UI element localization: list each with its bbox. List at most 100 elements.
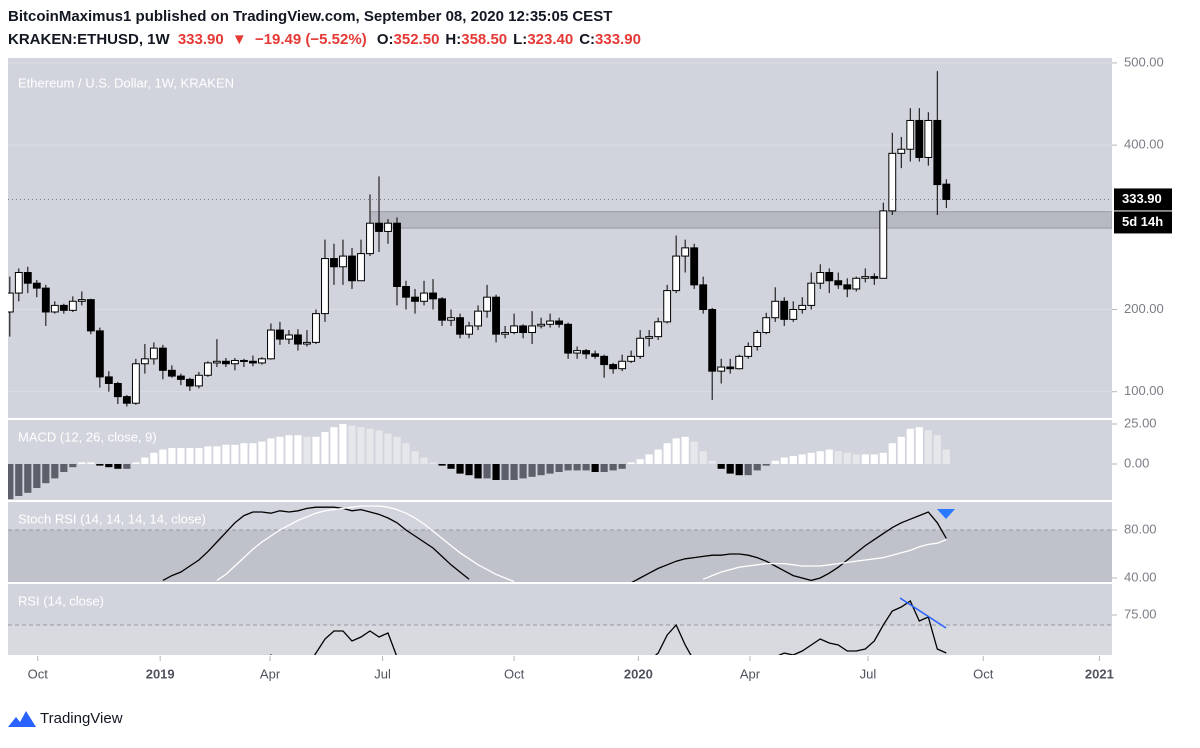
candle-body	[807, 282, 816, 306]
x-tick-label: Apr	[260, 666, 281, 681]
candle-body	[77, 299, 86, 302]
candle-body	[906, 119, 915, 150]
macd-bar	[15, 464, 23, 496]
pane-body	[8, 600, 1112, 655]
candle-body	[573, 350, 582, 354]
candle-body	[32, 282, 41, 289]
candle-body	[915, 119, 924, 158]
panes: 100.00 200.00 400.00 500.00 333.90 5d 14h Ethe…	[8, 54, 1172, 681]
macd-bar	[798, 454, 806, 464]
candle-body	[375, 222, 383, 232]
candle-body	[933, 119, 942, 186]
macd-bar	[546, 464, 554, 474]
candle-body	[672, 255, 681, 292]
macd-bar	[294, 435, 302, 464]
macd-bar	[474, 464, 482, 479]
macd-bar	[528, 464, 536, 477]
macd-bar	[195, 448, 203, 464]
logo	[8, 711, 36, 727]
candle-body	[519, 325, 528, 334]
macd-bar	[555, 464, 563, 472]
macd-bar	[456, 464, 464, 474]
candle-body	[68, 300, 77, 311]
ohlc-label: H:	[445, 31, 461, 48]
pane-title: Stoch RSI (14, 14, 14, 14, close)	[18, 511, 206, 526]
pane-title: RSI (14, close)	[18, 593, 104, 608]
pane-body	[8, 62, 1112, 407]
candle-body	[465, 325, 473, 335]
macd-bar	[600, 464, 608, 472]
pane: 75.00 RSI (14, close)	[8, 584, 1157, 655]
candle-body	[8, 292, 14, 313]
macd-bar	[213, 446, 221, 464]
candle-body	[510, 325, 518, 334]
macd-bar	[204, 446, 212, 464]
pane: 25.00 0.00 MACD (12, 26, close, 9)	[8, 415, 1157, 500]
candle-body	[276, 329, 284, 340]
candle-body	[690, 247, 699, 286]
macd-bar	[645, 454, 653, 464]
indicator-line	[702, 538, 947, 580]
y-tick-label: 75.00	[1124, 606, 1157, 621]
macd-bar	[879, 452, 887, 464]
candle-body	[366, 222, 374, 255]
countdown: 5d 14h	[1122, 214, 1163, 229]
macd-bar	[717, 464, 725, 469]
macd-bar	[51, 464, 59, 479]
pane-title: MACD (12, 26, close, 9)	[18, 429, 157, 444]
candle-body	[249, 360, 257, 364]
zone	[369, 211, 1112, 229]
macd-bar	[636, 459, 644, 464]
macd-bar	[618, 464, 626, 469]
candle-body	[50, 304, 59, 313]
pane-body	[8, 505, 1112, 582]
macd-bar	[267, 438, 275, 464]
x-tick-label: Apr	[740, 666, 761, 681]
macd-bar	[366, 428, 374, 464]
pane: 80.00 40.00 Stoch RSI (14, 14, 14, 14, clo…	[8, 502, 1157, 584]
publish-info: BitcoinMaximus1 published on TradingView…	[8, 8, 612, 25]
candle-body	[231, 359, 239, 365]
candle-body	[699, 284, 708, 311]
candle-body	[717, 366, 726, 372]
macd-bar	[789, 456, 797, 464]
macd-bar	[843, 452, 851, 464]
candle-body	[825, 272, 834, 282]
candle-body	[14, 272, 23, 294]
macd-bar	[78, 462, 86, 464]
macd-bar	[609, 464, 617, 471]
candle-body	[348, 255, 356, 282]
macd-bar	[861, 454, 869, 464]
candle-body	[357, 253, 365, 282]
y-tick-label: 80.00	[1124, 521, 1157, 536]
macd-bar	[933, 435, 941, 464]
candle-body	[501, 332, 509, 335]
macd-bar	[357, 427, 365, 464]
y-tick-label: 200.00	[1124, 301, 1164, 316]
y-tick-label: 25.00	[1124, 415, 1157, 430]
candle-body	[59, 304, 68, 311]
x-tick-label: 2019	[146, 666, 175, 681]
macd-bar	[708, 460, 716, 464]
candle-body	[185, 378, 194, 387]
candle-body	[194, 374, 203, 387]
macd-bar	[870, 454, 878, 464]
macd-bar	[240, 443, 248, 464]
candle-body	[285, 334, 293, 340]
band	[8, 529, 1112, 582]
macd-bar	[924, 430, 932, 464]
x-tick-label: Oct	[28, 666, 49, 681]
candle-body	[798, 304, 807, 311]
candle-body	[735, 355, 744, 370]
macd-bar	[753, 464, 761, 471]
macd-bar	[114, 464, 122, 469]
macd-bar	[69, 464, 77, 468]
symbol: KRAKEN:ETHUSD, 1W	[8, 31, 171, 48]
macd-bar	[915, 427, 923, 464]
macd-bar	[276, 436, 284, 464]
macd-bar	[411, 451, 419, 464]
macd-bar	[222, 444, 230, 464]
indicator-line	[162, 506, 470, 581]
macd-bar	[330, 427, 338, 464]
candle-body	[420, 292, 428, 302]
